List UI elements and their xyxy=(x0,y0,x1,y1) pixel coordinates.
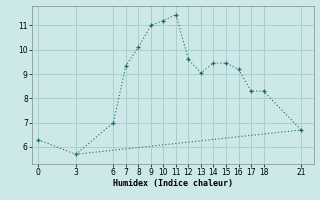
X-axis label: Humidex (Indice chaleur): Humidex (Indice chaleur) xyxy=(113,179,233,188)
